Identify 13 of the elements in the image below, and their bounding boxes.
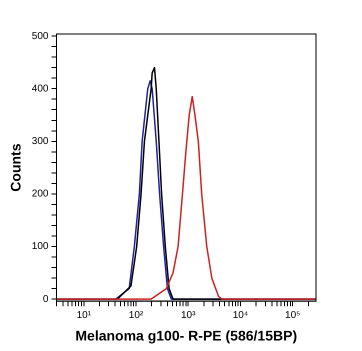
x-axis-title: Melanoma g100- R-PE (586/15BP) bbox=[75, 327, 298, 344]
y-tick-label: 500 bbox=[32, 30, 49, 42]
y-tick-label: 200 bbox=[32, 188, 49, 200]
x-tick-label: 10¹ bbox=[76, 310, 92, 321]
y-axis-title: Counts bbox=[7, 143, 24, 192]
y-tick-label: 300 bbox=[32, 136, 49, 148]
y-tick-label: 100 bbox=[32, 241, 49, 252]
x-tick-label: 10⁴ bbox=[232, 310, 248, 321]
x-tick-label: 10³ bbox=[180, 310, 196, 321]
x-tick-label: 10² bbox=[128, 310, 144, 321]
x-tick-label: 10⁵ bbox=[285, 310, 300, 321]
y-tick-label: 0 bbox=[42, 294, 49, 305]
y-tick-label: 400 bbox=[32, 83, 49, 94]
